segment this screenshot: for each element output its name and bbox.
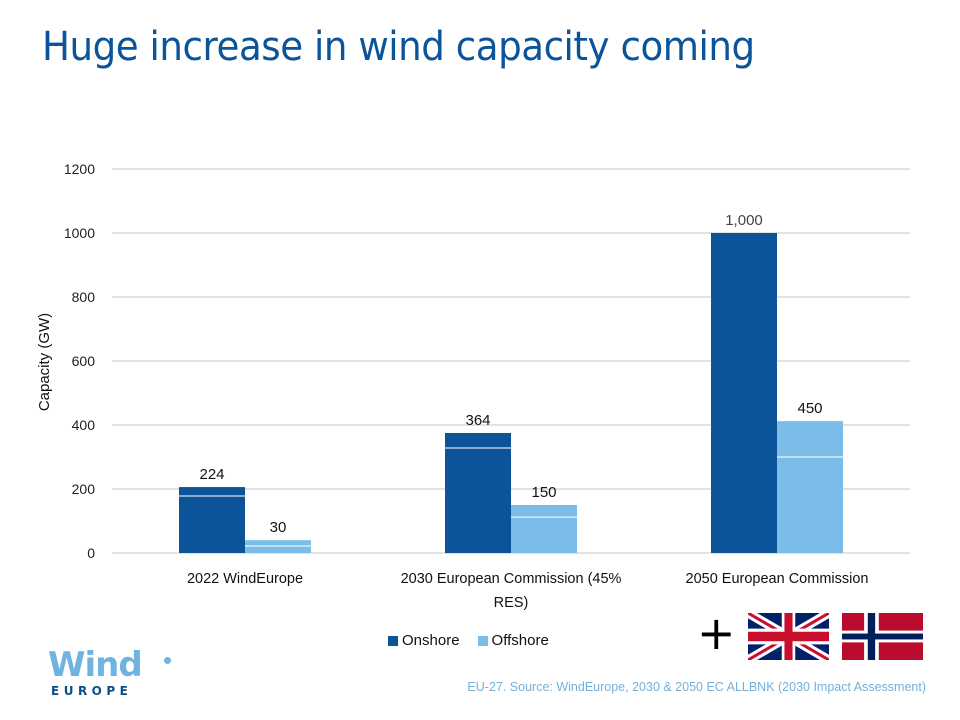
x-category-label: 2022 WindEurope <box>187 571 303 587</box>
data-label: 224 <box>199 466 224 483</box>
legend-label-onshore: Onshore <box>402 632 460 649</box>
bar-offshore[interactable] <box>511 505 577 553</box>
slide-title: Huge increase in wind capacity coming <box>42 24 755 70</box>
bar-onshore[interactable] <box>445 433 511 553</box>
x-category-label: RES) <box>494 595 529 611</box>
x-axis-categories: 2022 WindEurope 2030 European Commission … <box>187 571 869 611</box>
logo-wind-text: Wind <box>48 645 143 685</box>
legend-swatch-offshore <box>477 635 488 646</box>
source-note: EU-27. Source: WindEurope, 2030 & 2050 E… <box>467 680 926 694</box>
bar-chart: 0 200 400 600 800 1000 1200 Capacity (GW) 224 3… <box>36 161 910 611</box>
data-label: 30 <box>270 519 287 536</box>
bar-offshore[interactable] <box>777 421 843 553</box>
bars <box>179 233 843 553</box>
uk-flag-icon <box>748 613 829 660</box>
logo-europe-text: EUROPE <box>51 684 133 698</box>
norway-flag-icon <box>842 613 923 660</box>
data-labels: 224 30 364 150 1,000 450 <box>199 212 822 536</box>
y-axis-ticks: 0 200 400 600 800 1000 1200 <box>64 161 95 561</box>
bar-onshore[interactable] <box>711 233 777 553</box>
y-tick-label: 200 <box>72 481 96 497</box>
x-category-label: 2030 European Commission (45% <box>401 571 622 587</box>
windeurope-logo: Wind EUROPE <box>48 645 171 698</box>
y-tick-label: 400 <box>72 417 96 433</box>
y-tick-label: 1000 <box>64 225 95 241</box>
data-label: 450 <box>797 400 822 417</box>
y-tick-label: 1200 <box>64 161 95 177</box>
legend-item-offshore[interactable]: Offshore <box>477 632 549 649</box>
data-label: 364 <box>465 412 490 429</box>
logo-dot-icon <box>164 657 171 664</box>
y-tick-label: 0 <box>87 545 95 561</box>
bar-onshore[interactable] <box>179 487 245 553</box>
plus-icon: + <box>697 606 736 660</box>
data-label: 1,000 <box>725 212 763 229</box>
y-axis-label: Capacity (GW) <box>36 313 53 411</box>
data-label: 150 <box>531 484 556 501</box>
legend-item-onshore[interactable]: Onshore <box>388 632 460 649</box>
legend: Onshore Offshore <box>388 632 549 649</box>
legend-label-offshore: Offshore <box>491 632 549 649</box>
y-tick-label: 600 <box>72 353 96 369</box>
legend-swatch-onshore <box>388 635 398 646</box>
y-tick-label: 800 <box>72 289 96 305</box>
x-category-label: 2050 European Commission <box>686 571 869 587</box>
